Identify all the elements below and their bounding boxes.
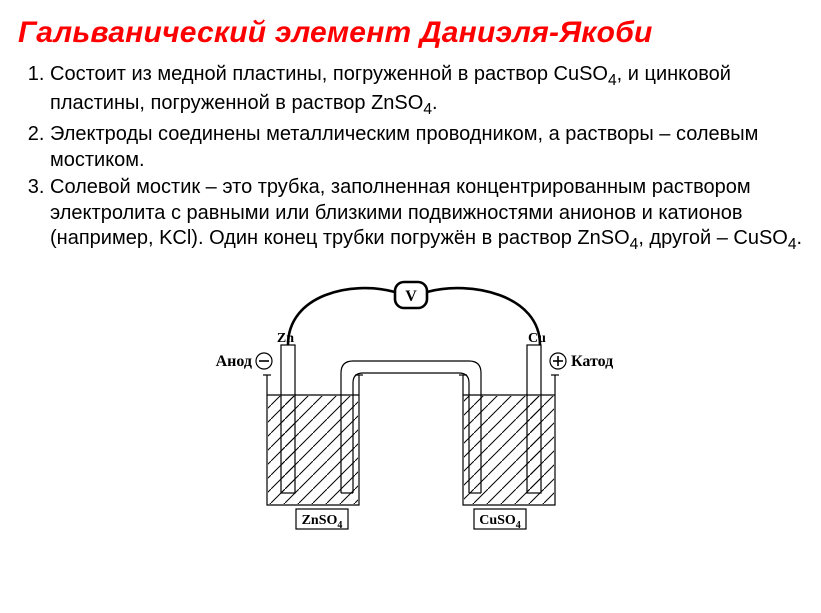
list-item: Солевой мостик – это трубка, заполненная… [50,175,803,255]
subscript: 4 [423,101,432,118]
zn-electrode [281,345,295,493]
galvanic-cell-diagram: V [201,265,621,555]
svg-text:CuSO4: CuSO4 [479,513,521,531]
wire-right [427,288,540,345]
zn-label: Zn [276,331,293,346]
cu-electrode [527,345,541,493]
subscript: 4 [608,72,617,89]
subscript: 4 [788,236,797,253]
znso4-formula: ZnSO [301,513,337,528]
svg-text:ZnSO4: ZnSO4 [301,513,342,531]
list-item-text: . [797,227,803,249]
cuso4-formula: CuSO [479,513,516,528]
cuso4-sub: 4 [515,520,520,531]
anode-label: Анод [215,353,251,370]
left-beaker [263,375,363,505]
list-item: Электроды соединены металлическим провод… [50,122,803,173]
wire-left [288,288,395,345]
right-beaker [459,375,559,505]
list-item-text: Состоит из медной пластины, погруженной … [50,63,608,85]
cuso4-label-box: CuSO4 [474,509,526,531]
znso4-label-box: ZnSO4 [296,509,348,531]
cu-label: Cu [528,331,546,346]
salt-bridge [341,361,481,493]
list-item: Состоит из медной пластины, погруженной … [50,62,803,120]
list-item-text: , другой – CuSO [638,227,788,249]
numbered-list: Состоит из медной пластины, погруженной … [22,62,803,255]
page-title: Гальванический элемент Даниэля-Якоби [18,16,803,50]
znso4-sub: 4 [337,520,342,531]
cathode-label: Катод [571,353,613,370]
list-item-text: Электроды соединены металлическим провод… [50,123,758,171]
voltmeter-label: V [405,288,417,305]
list-item-text: . [432,92,438,114]
subscript: 4 [630,236,639,253]
